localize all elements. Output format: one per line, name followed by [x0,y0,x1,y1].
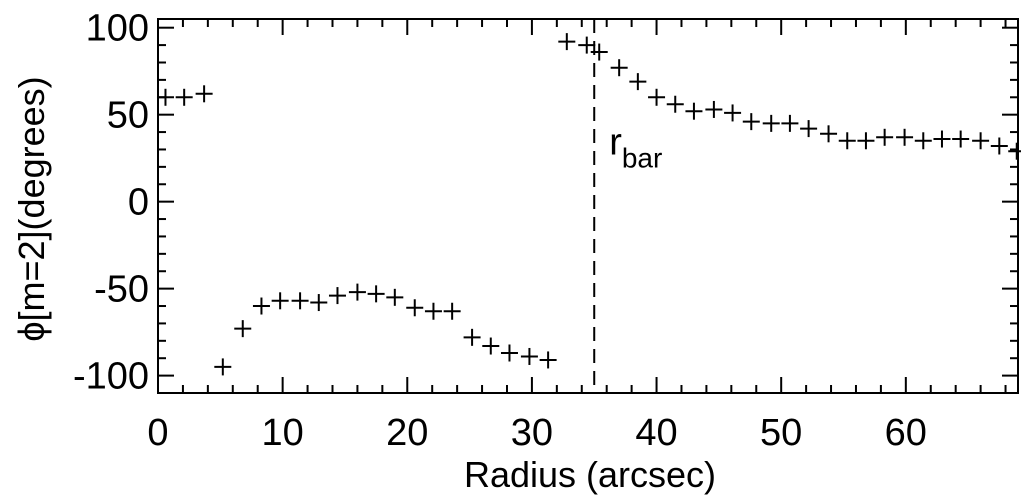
data-point [539,351,557,369]
data-point [629,73,647,91]
data-point [838,132,856,150]
y-tick-label: 0 [128,182,149,224]
data-point [742,113,760,131]
x-tick-label: 0 [147,412,168,454]
data-point [972,132,990,150]
data-point [781,114,799,132]
r-bar-label: rbar [609,122,662,174]
data-point [367,285,385,303]
y-tick-label: 50 [107,95,149,137]
x-axis-title: Radius (arcsec) [464,454,716,495]
data-point [820,125,838,143]
data-point [156,88,174,106]
data-point [328,287,346,305]
y-axis-title: ϕ[m=2](degrees) [11,76,52,341]
x-tick-label: 10 [261,412,303,454]
data-point [252,297,270,315]
x-tick-label: 30 [511,412,553,454]
data-point [424,302,442,320]
data-point [876,128,894,146]
data-point [463,328,481,346]
x-tick-label: 40 [635,412,677,454]
data-point [500,344,518,362]
data-point [990,137,1008,155]
data-point [800,120,818,138]
data-markers [156,33,1021,376]
x-axis-ticks: 0 10 20 30 40 50 60 [147,19,1007,454]
data-point [933,130,951,148]
data-point [175,88,193,106]
x-tick-label: 50 [760,412,802,454]
data-point [762,114,780,132]
annotations: rbar [593,19,662,393]
y-axis-ticks: -100 -50 0 50 100 [73,8,1018,398]
data-point [952,130,970,148]
data-point [685,102,703,120]
data-point [578,36,596,54]
data-point [214,358,232,376]
data-point [724,104,742,122]
data-point [195,85,213,103]
plot-frame [157,18,1019,394]
data-point [443,302,461,320]
data-point [666,95,684,113]
y-tick-label: -50 [94,269,149,311]
y-tick-label: -100 [73,356,149,398]
data-point [914,132,932,150]
data-point [857,132,875,150]
data-point [348,283,366,301]
data-point [482,337,500,355]
x-tick-label: 60 [885,412,927,454]
y-tick-label: 100 [86,8,149,50]
data-point [291,292,309,310]
data-point [386,288,404,306]
x-tick-label: 20 [386,412,428,454]
data-point [520,347,538,365]
data-point [705,100,723,118]
data-point [1008,142,1021,160]
data-point [896,128,914,146]
data-point [406,299,424,317]
data-point [271,292,289,310]
data-point [234,320,252,338]
data-point [648,88,666,106]
data-point [610,59,628,77]
data-point [558,33,576,51]
data-point [310,294,328,312]
